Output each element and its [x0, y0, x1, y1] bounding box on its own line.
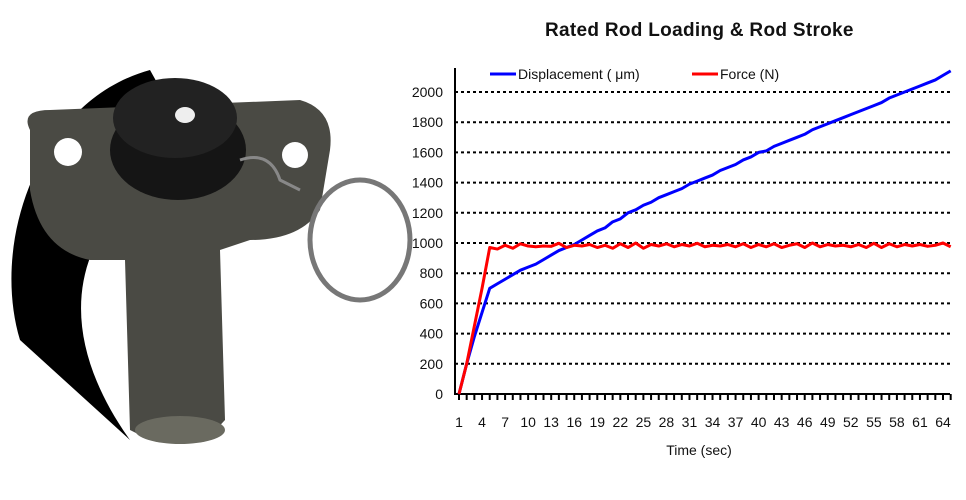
x-tick-label: 52 [843, 414, 859, 430]
y-tick-label: 200 [420, 356, 444, 372]
x-tick-label: 61 [912, 414, 928, 430]
y-tick-label: 600 [420, 295, 444, 311]
x-tick-label: 34 [705, 414, 721, 430]
y-tick-label: 2000 [412, 84, 443, 100]
x-tick-label: 19 [589, 414, 605, 430]
x-tick-label: 49 [820, 414, 836, 430]
x-axis-label: Time (sec) [666, 442, 732, 458]
x-tick-label: 10 [520, 414, 536, 430]
cap-top [113, 78, 237, 158]
product-photo [11, 70, 413, 444]
legend-label-1: Force (N) [720, 66, 779, 82]
x-tick-label: 25 [636, 414, 652, 430]
y-tick-label: 1000 [412, 235, 443, 251]
x-tick-label: 28 [659, 414, 675, 430]
y-tick-label: 1800 [412, 114, 443, 130]
chart-title: Rated Rod Loading & Rod Stroke [545, 20, 854, 41]
x-tick-label: 64 [935, 414, 951, 430]
y-tick-label: 0 [435, 386, 443, 402]
y-tick-label: 400 [420, 326, 444, 342]
y-tick-label: 1400 [412, 175, 443, 191]
x-tick-label: 37 [728, 414, 744, 430]
cap-hole [175, 107, 195, 123]
x-tick-label: 40 [751, 414, 767, 430]
x-tick-label: 58 [889, 414, 905, 430]
mount-hole-right [282, 142, 308, 168]
x-tick-label: 46 [797, 414, 813, 430]
x-tick-label: 43 [774, 414, 790, 430]
x-tick-label: 22 [613, 414, 629, 430]
y-tick-label: 1600 [412, 144, 443, 160]
x-tick-label: 4 [478, 414, 486, 430]
y-tick-label: 1200 [412, 205, 443, 221]
x-tick-label: 31 [682, 414, 698, 430]
tensioner-body [27, 100, 331, 443]
legend-label-0: Displacement ( μm) [518, 66, 640, 82]
x-tick-label: 7 [501, 414, 509, 430]
x-tick-label: 1 [455, 414, 463, 430]
x-tick-label: 16 [566, 414, 582, 430]
series-line-0 [457, 69, 952, 395]
rod-end [135, 416, 225, 444]
x-tick-label: 13 [543, 414, 559, 430]
mount-hole-left [54, 138, 82, 166]
pull-ring [307, 177, 413, 303]
pin-wire [239, 156, 301, 192]
x-tick-label: 55 [866, 414, 882, 430]
y-tick-label: 800 [420, 265, 444, 281]
